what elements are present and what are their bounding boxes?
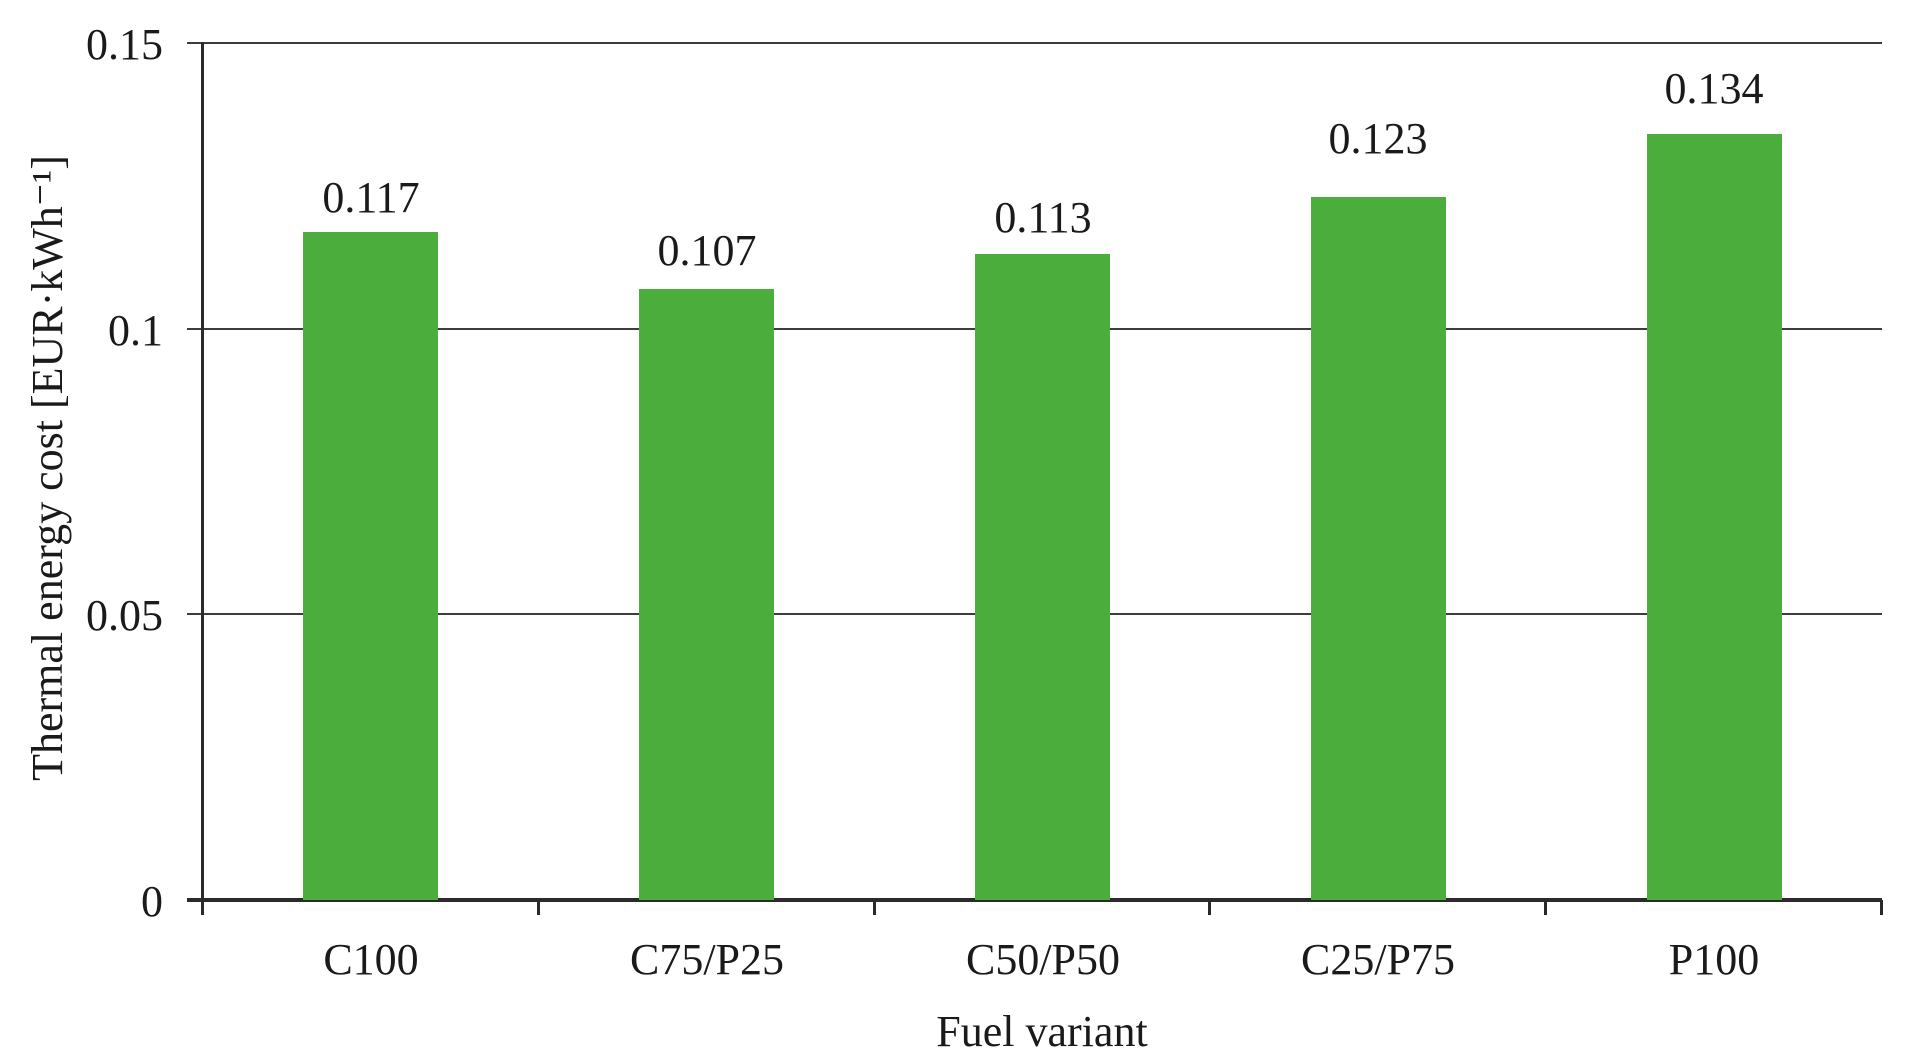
- bar-value-label: 0.123: [1328, 114, 1428, 163]
- category-label: C25/P75: [1300, 935, 1456, 984]
- bar: [303, 232, 438, 900]
- x-tick-mark: [1208, 900, 1211, 915]
- y-tick-label: 0: [141, 877, 163, 926]
- category-label: C75/P25: [629, 935, 785, 984]
- category-label: C50/P50: [965, 935, 1121, 984]
- bar-value-label: 0.117: [322, 173, 420, 222]
- x-tick-mark: [1880, 900, 1883, 915]
- x-tick-mark: [537, 900, 540, 915]
- x-axis-line: [187, 898, 1882, 902]
- gridline: [187, 42, 1882, 44]
- y-tick-label: 0.1: [108, 306, 163, 355]
- y-tick-label: 0.05: [86, 591, 163, 640]
- category-label: P100: [1668, 935, 1760, 984]
- y-axis-line: [201, 42, 204, 915]
- bar: [1647, 134, 1782, 900]
- category-label: C100: [323, 935, 419, 984]
- bar: [639, 289, 774, 900]
- bar-value-label: 0.134: [1664, 64, 1764, 113]
- y-tick-label: 0.15: [86, 20, 163, 69]
- x-axis-title: Fuel variant: [936, 1007, 1148, 1056]
- x-tick-mark: [873, 900, 876, 915]
- bar: [975, 254, 1110, 900]
- bar-value-label: 0.113: [994, 193, 1092, 242]
- x-tick-mark: [1544, 900, 1547, 915]
- bar-value-label: 0.107: [657, 226, 757, 275]
- bar: [1311, 197, 1446, 900]
